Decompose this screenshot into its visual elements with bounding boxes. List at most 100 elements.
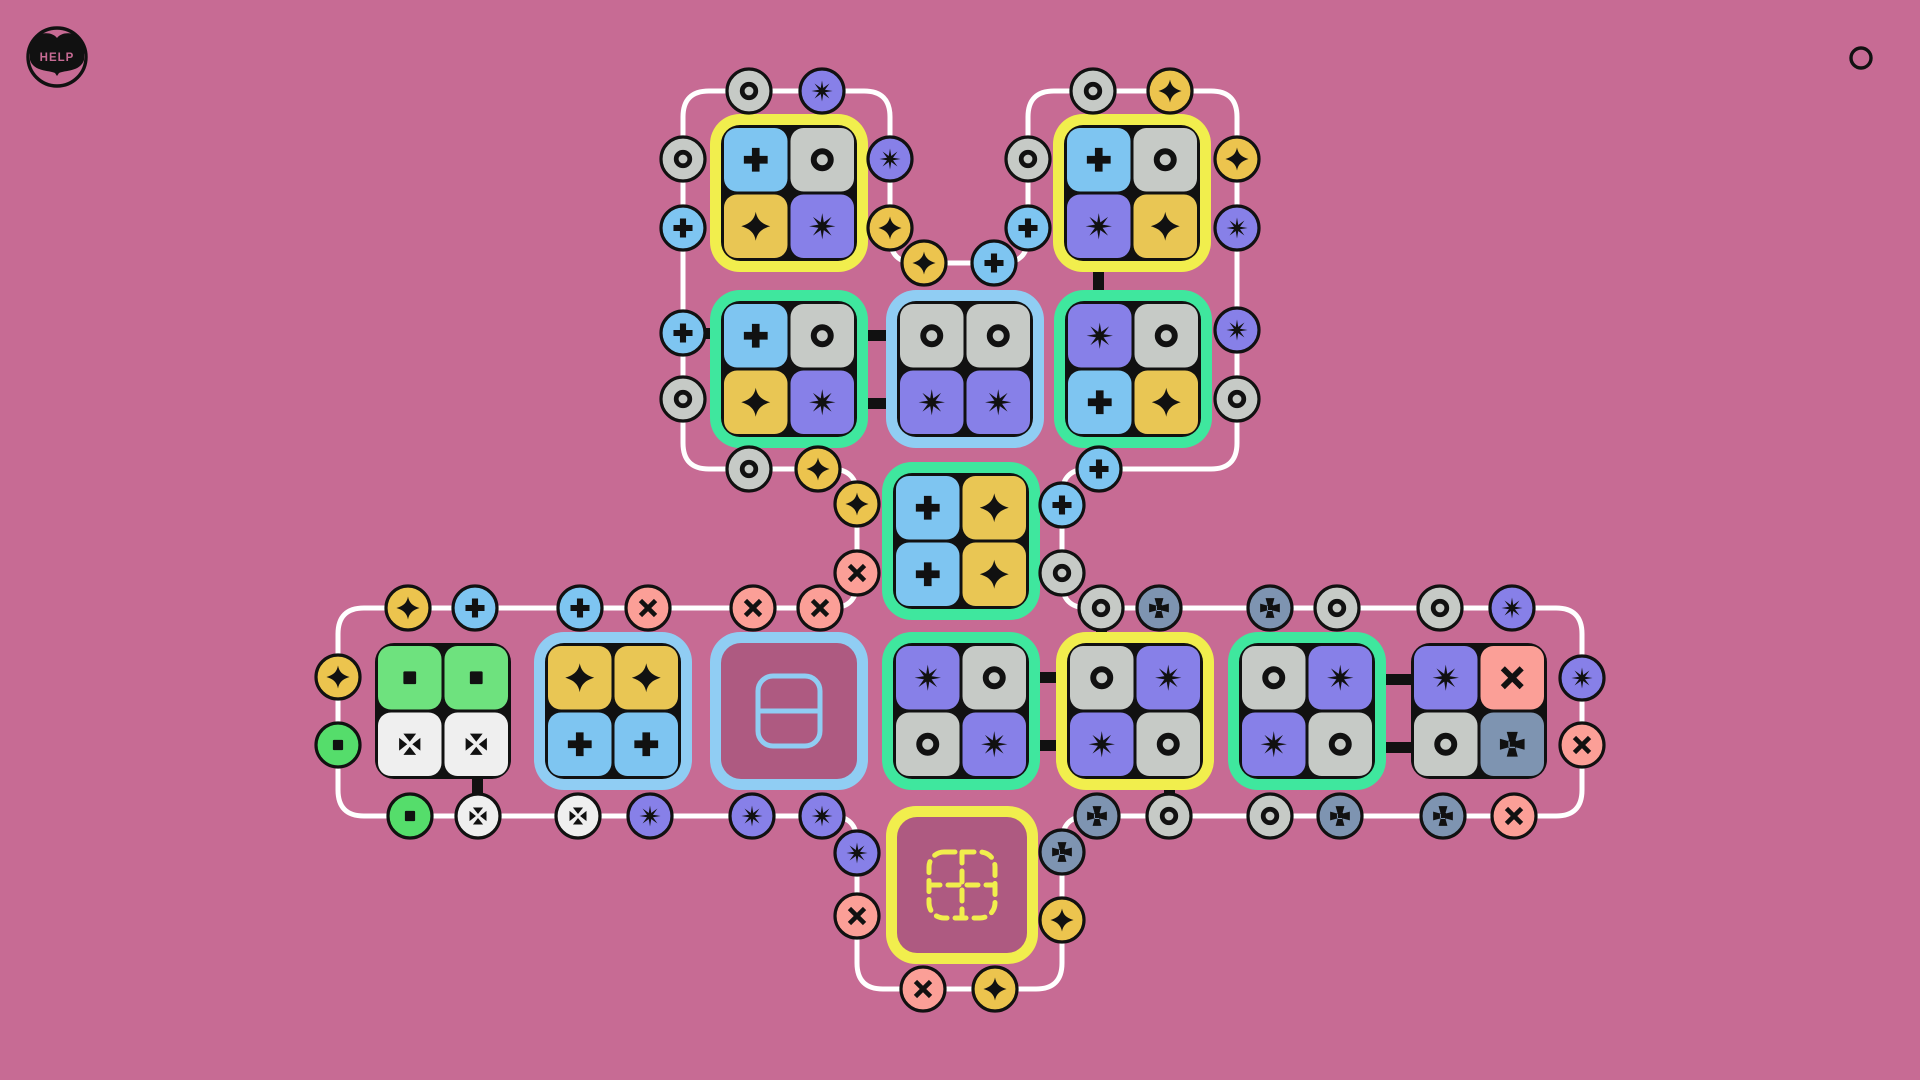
path-node-plus: [1038, 481, 1086, 529]
star-symbol: [631, 663, 661, 693]
quadrant-yellow-star: [962, 476, 1026, 540]
tile-L[interactable]: [1411, 643, 1547, 779]
star-symbol: [326, 665, 350, 689]
path-node-star: [1038, 896, 1086, 944]
quadrant-gray-ring: [896, 712, 960, 776]
tile-C[interactable]: [710, 290, 868, 448]
path-node-burst: [798, 67, 846, 115]
square-symbol: [403, 671, 417, 685]
burst-symbol: [639, 805, 661, 827]
tile-N[interactable]: [882, 462, 1040, 620]
path-node-cross: [1419, 792, 1467, 840]
star-symbol: [1151, 387, 1181, 417]
ring-symbol: [916, 732, 940, 756]
path-node-burst: [1213, 204, 1261, 252]
tile-F[interactable]: [375, 643, 511, 779]
burst-symbol: [1571, 667, 1593, 689]
tile-B[interactable]: [1053, 114, 1211, 272]
help-button[interactable]: HELP: [26, 26, 88, 88]
path-node-ring: [1069, 67, 1117, 115]
quadrant-blue-plus: [896, 542, 960, 606]
path-node-burst: [833, 829, 881, 877]
quadrant-white-pinch: [444, 712, 508, 776]
path-node-cross: [1038, 828, 1086, 876]
tile-A[interactable]: [710, 114, 868, 272]
quadrant-purple-burst: [1414, 646, 1478, 710]
quadrant-purple-burst: [1242, 712, 1306, 776]
x-symbol: [743, 598, 763, 618]
quadrant-gray-ring: [1242, 646, 1306, 710]
path-node-ring: [725, 67, 773, 115]
path-node-star: [314, 653, 362, 701]
burst-symbol: [1155, 664, 1182, 691]
cross-symbol: [1149, 598, 1169, 618]
path-node-x: [833, 892, 881, 940]
ring-symbol: [1327, 598, 1347, 618]
quadrant-blue-plus: [548, 712, 612, 776]
tile-G[interactable]: [534, 632, 692, 790]
plus-symbol: [465, 598, 485, 618]
tile-I[interactable]: [882, 632, 1040, 790]
path-node-star: [900, 239, 948, 287]
quadrant-gray-ring: [900, 304, 964, 368]
tile-K[interactable]: [1228, 632, 1386, 790]
path-node-burst: [626, 792, 674, 840]
quadrant-green-square: [378, 646, 442, 710]
star-symbol: [565, 663, 595, 693]
quadrant-yellow-star: [724, 194, 788, 258]
path-node-burst: [728, 792, 776, 840]
star-symbol: [979, 559, 1009, 589]
burst-symbol: [1327, 664, 1354, 691]
dashed-grid-icon: [926, 849, 998, 921]
pinch-symbol: [399, 733, 421, 755]
pinch-symbol: [465, 733, 487, 755]
path-node-cross: [1246, 584, 1294, 632]
path-node-burst: [1213, 306, 1261, 354]
pinch-symbol: [569, 807, 587, 825]
tile-J[interactable]: [1056, 632, 1214, 790]
slot-M[interactable]: [886, 806, 1038, 964]
plus-symbol: [1089, 459, 1109, 479]
quadrant-purple-burst: [1068, 304, 1132, 368]
tile-E[interactable]: [1054, 290, 1212, 448]
star-symbol: [1150, 211, 1180, 241]
tile-connector: [1038, 672, 1058, 683]
x-symbol: [1500, 666, 1524, 690]
burst-symbol: [741, 805, 763, 827]
tile-connector: [472, 774, 483, 800]
star-symbol: [806, 457, 830, 481]
ring-symbol: [1153, 148, 1177, 172]
ring-symbol: [673, 149, 693, 169]
path-node-x: [833, 549, 881, 597]
quadrant-yellow-star: [548, 646, 612, 710]
quadrant-blue-plus: [724, 304, 788, 368]
path-node-ring: [1313, 584, 1361, 632]
ring-symbol: [1434, 732, 1458, 756]
plus-symbol: [1052, 495, 1072, 515]
path-node-ring: [1004, 135, 1052, 183]
path-node-ring: [659, 135, 707, 183]
quadrant-purple-burst: [790, 194, 854, 258]
path-node-ring: [1416, 584, 1464, 632]
cross-symbol: [1260, 598, 1280, 618]
tile-connector: [1384, 742, 1413, 753]
top-right-button[interactable]: [1849, 46, 1873, 70]
path-node-ring: [725, 445, 773, 493]
quadrant-blue-plus: [724, 128, 788, 192]
path-node-ring: [1038, 549, 1086, 597]
quadrant-gray-ring: [1308, 712, 1372, 776]
burst-symbol: [914, 664, 941, 691]
tile-D[interactable]: [886, 290, 1044, 448]
quadrant-slate-cross: [1480, 712, 1544, 776]
burst-symbol: [1088, 731, 1115, 758]
path-node-star: [1213, 135, 1261, 183]
square-symbol: [332, 739, 344, 751]
help-book-icon: [30, 33, 84, 76]
slot-H[interactable]: [710, 632, 868, 790]
x-symbol: [847, 906, 867, 926]
star-symbol: [1050, 908, 1074, 932]
ring-symbol: [1090, 666, 1114, 690]
quadrant-blue-plus: [896, 476, 960, 540]
